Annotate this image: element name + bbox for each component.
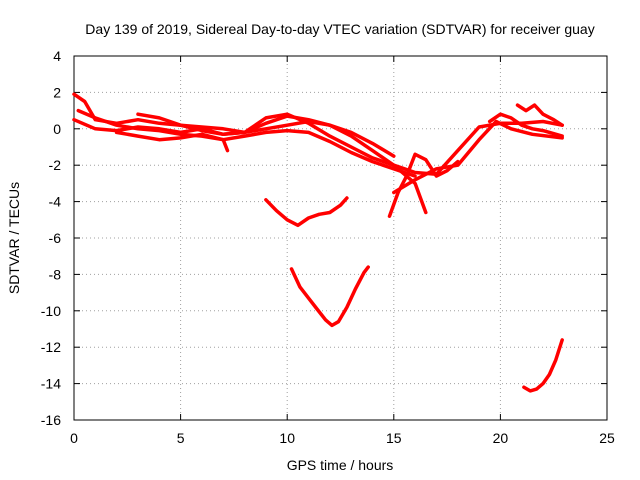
x-tick-label: 25 bbox=[599, 430, 615, 446]
series-line-4 bbox=[136, 112, 428, 215]
y-tick-label: -16 bbox=[41, 412, 61, 428]
y-tick-label: -12 bbox=[41, 339, 61, 355]
x-tick-label: 15 bbox=[386, 430, 402, 446]
y-tick-label: -4 bbox=[49, 194, 62, 210]
series-line-8 bbox=[487, 112, 564, 138]
x-tick-label: 5 bbox=[177, 430, 185, 446]
axis-ticks: 0 5 10 15 20 25 -16 -14 -12 -10 -8 -6 -4 -2 0 2 4 bbox=[41, 48, 615, 446]
y-axis-label: SDTVAR / TECUs bbox=[6, 182, 22, 294]
y-tick-label: 2 bbox=[53, 84, 61, 100]
y-tick-label: -8 bbox=[49, 266, 62, 282]
x-tick-label: 0 bbox=[70, 430, 78, 446]
series-line-1 bbox=[72, 92, 564, 177]
y-tick-label: -10 bbox=[41, 303, 61, 319]
x-tick-label: 10 bbox=[279, 430, 295, 446]
series-line-5 bbox=[114, 130, 230, 153]
series-line-7 bbox=[392, 119, 564, 195]
series-group bbox=[72, 92, 564, 393]
y-tick-label: 4 bbox=[53, 48, 61, 64]
series-line-9 bbox=[515, 103, 564, 127]
x-tick-label: 20 bbox=[493, 430, 509, 446]
chart-title: Day 139 of 2019, Sidereal Day-to-day VTE… bbox=[85, 21, 594, 37]
y-tick-label: -6 bbox=[49, 230, 62, 246]
series-line-12 bbox=[522, 338, 564, 393]
y-tick-label: -14 bbox=[41, 376, 61, 392]
y-tick-label: -2 bbox=[49, 157, 62, 173]
series-line-3 bbox=[76, 108, 417, 178]
series-line-11 bbox=[289, 265, 370, 328]
y-tick-label: 0 bbox=[53, 121, 61, 137]
series-line-10 bbox=[264, 196, 349, 228]
x-axis-label: GPS time / hours bbox=[287, 457, 394, 473]
